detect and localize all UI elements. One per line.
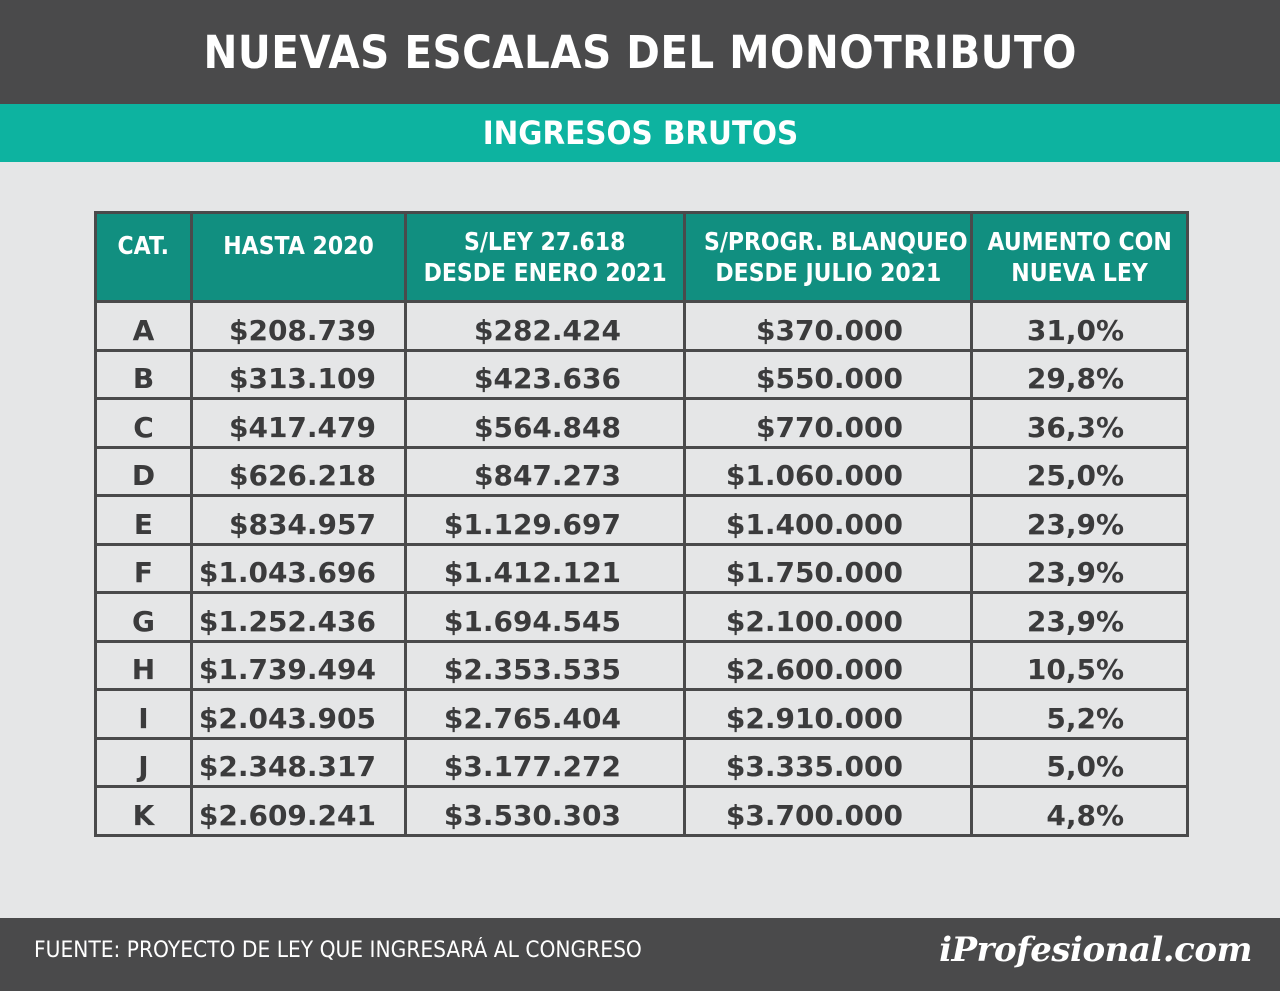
source-note: FUENTE: PROYECTO DE LEY QUE INGRESARÁ AL… [34,938,642,963]
cell-blanqueo: $770.000 [683,397,973,449]
column-header-line: CAT. [117,231,170,260]
cell-hasta-2020: $626.218 [190,445,407,497]
cell-hasta-2020: $834.957 [190,494,407,546]
cell-blanqueo: $1.060.000 [683,445,973,497]
cell-ley: $423.636 [404,348,686,400]
cell-hasta-2020: $208.739 [190,300,407,352]
table-body: A $208.739 $282.424 $370.000 31,0% B $313.109 $… [94,300,1189,837]
column-header-cat: CAT. [94,211,193,303]
cell-hasta-2020: $2.609.241 [190,785,407,837]
table-row: C $417.479 $564.848 $770.000 36,3% [94,397,1189,449]
column-header-line: AUMENTO CON [987,227,1172,256]
cell-aumento: 23,9% [970,591,1189,643]
subtitle-bar: INGRESOS BRUTOS [0,104,1280,162]
table-row: H $1.739.494 $2.353.535 $2.600.000 10,5% [94,639,1189,691]
cell-aumento: 36,3% [970,397,1189,449]
table-container: CAT. HASTA 2020 S/LEY 27.618 DESDE ENERO… [94,211,1189,837]
cell-ley: $2.765.404 [404,688,686,740]
cell-category: J [94,736,193,788]
cell-ley: $847.273 [404,445,686,497]
cell-category: G [94,591,193,643]
cell-aumento: 10,5% [970,639,1189,691]
cell-category: C [94,397,193,449]
table-row: K $2.609.241 $3.530.303 $3.700.000 4,8% [94,785,1189,837]
title-bar: NUEVAS ESCALAS DEL MONOTRIBUTO [0,0,1280,104]
cell-ley: $564.848 [404,397,686,449]
page-title: NUEVAS ESCALAS DEL MONOTRIBUTO [203,25,1077,79]
page-subtitle: INGRESOS BRUTOS [482,114,798,152]
cell-blanqueo: $2.100.000 [683,591,973,643]
cell-aumento: 29,8% [970,348,1189,400]
cell-category: K [94,785,193,837]
cell-hasta-2020: $2.043.905 [190,688,407,740]
cell-hasta-2020: $1.739.494 [190,639,407,691]
table-row: E $834.957 $1.129.697 $1.400.000 23,9% [94,494,1189,546]
cell-aumento: 31,0% [970,300,1189,352]
cell-ley: $1.129.697 [404,494,686,546]
cell-hasta-2020: $1.252.436 [190,591,407,643]
table-row: J $2.348.317 $3.177.272 $3.335.000 5,0% [94,736,1189,788]
cell-category: B [94,348,193,400]
cell-hasta-2020: $417.479 [190,397,407,449]
cell-category: I [94,688,193,740]
table-row: G $1.252.436 $1.694.545 $2.100.000 23,9% [94,591,1189,643]
cell-hasta-2020: $2.348.317 [190,736,407,788]
cell-category: H [94,639,193,691]
column-header-line: DESDE JULIO 2021 [715,258,941,287]
column-header-line: S/PROGR. BLANQUEO [703,227,968,256]
cell-ley: $1.694.545 [404,591,686,643]
cell-aumento: 23,9% [970,494,1189,546]
cell-blanqueo: $3.700.000 [683,785,973,837]
cell-category: E [94,494,193,546]
cell-ley: $282.424 [404,300,686,352]
cell-blanqueo: $370.000 [683,300,973,352]
cell-category: D [94,445,193,497]
brand-logo: iProfesional.com [939,930,1252,970]
cell-aumento: 5,0% [970,736,1189,788]
cell-blanqueo: $1.400.000 [683,494,973,546]
cell-blanqueo: $3.335.000 [683,736,973,788]
column-header-line: S/LEY 27.618 [464,227,626,256]
cell-blanqueo: $1.750.000 [683,542,973,594]
cell-aumento: 4,8% [970,785,1189,837]
column-header-ley: S/LEY 27.618 DESDE ENERO 2021 [404,211,686,303]
table-header-row: CAT. HASTA 2020 S/LEY 27.618 DESDE ENERO… [94,211,1189,303]
footer-bar: FUENTE: PROYECTO DE LEY QUE INGRESARÁ AL… [0,918,1280,991]
cell-aumento: 25,0% [970,445,1189,497]
column-header-line: NUEVA LEY [1011,258,1148,287]
table-row: A $208.739 $282.424 $370.000 31,0% [94,300,1189,352]
cell-aumento: 23,9% [970,542,1189,594]
cell-category: F [94,542,193,594]
cell-ley: $2.353.535 [404,639,686,691]
table-row: D $626.218 $847.273 $1.060.000 25,0% [94,445,1189,497]
cell-ley: $3.530.303 [404,785,686,837]
cell-hasta-2020: $313.109 [190,348,407,400]
column-header-blanqueo: S/PROGR. BLANQUEO DESDE JULIO 2021 [683,211,973,303]
cell-blanqueo: $2.910.000 [683,688,973,740]
column-header-aumento: AUMENTO CON NUEVA LEY [970,211,1189,303]
column-header-line: DESDE ENERO 2021 [423,258,667,287]
cell-aumento: 5,2% [970,688,1189,740]
table-row: B $313.109 $423.636 $550.000 29,8% [94,348,1189,400]
monotributo-table: CAT. HASTA 2020 S/LEY 27.618 DESDE ENERO… [94,211,1189,837]
cell-blanqueo: $2.600.000 [683,639,973,691]
cell-ley: $3.177.272 [404,736,686,788]
cell-hasta-2020: $1.043.696 [190,542,407,594]
cell-category: A [94,300,193,352]
cell-ley: $1.412.121 [404,542,686,594]
cell-blanqueo: $550.000 [683,348,973,400]
column-header-line: HASTA 2020 [223,231,374,260]
column-header-hasta-2020: HASTA 2020 [190,211,407,303]
table-row: I $2.043.905 $2.765.404 $2.910.000 5,2% [94,688,1189,740]
table-row: F $1.043.696 $1.412.121 $1.750.000 23,9% [94,542,1189,594]
